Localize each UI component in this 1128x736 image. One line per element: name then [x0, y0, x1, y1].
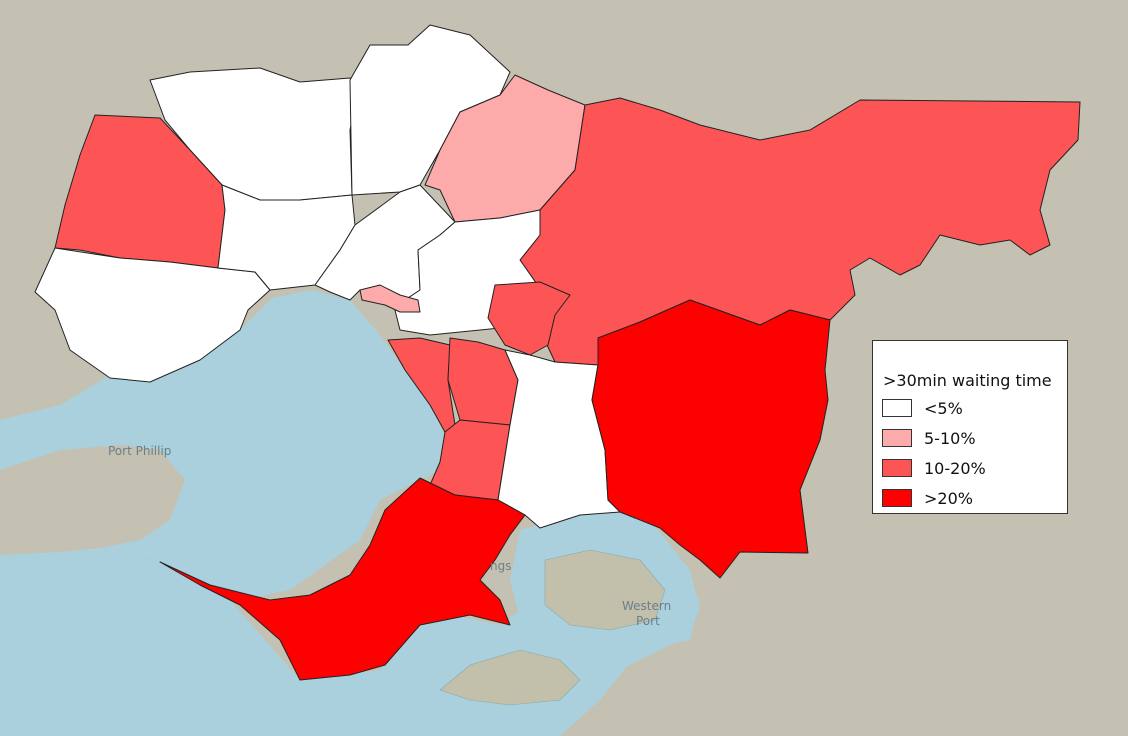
french-island — [544, 549, 666, 631]
legend-swatch-gt20 — [882, 489, 912, 507]
port-phillip-label: Port Phillip — [108, 444, 171, 458]
legend-item-10-20: 10-20% — [882, 458, 986, 478]
legend-label-5-10: 5-10% — [924, 428, 976, 448]
legend-swatch-5-10 — [882, 429, 912, 447]
western-port-label-2: Port — [636, 614, 660, 628]
legend-label-10-20: 10-20% — [924, 458, 986, 478]
western-port-label-1: Western — [622, 599, 671, 613]
legend-item-lt5: <5% — [882, 398, 963, 418]
legend-title: >30min waiting time — [883, 371, 1052, 390]
region-mornington-peninsula — [159, 477, 526, 681]
legend-item-5-10: 5-10% — [882, 428, 976, 448]
region-wyndham — [34, 247, 271, 383]
hastings-label: ngs — [490, 559, 511, 573]
legend-item-gt20: >20% — [882, 488, 973, 508]
region-boroondara-small — [359, 284, 421, 313]
legend-swatch-10-20 — [882, 459, 912, 477]
legend-swatch-lt5 — [882, 399, 912, 417]
legend-label-lt5: <5% — [924, 398, 963, 418]
phillip-island — [439, 649, 581, 706]
legend-label-gt20: >20% — [924, 488, 973, 508]
bellarine-peninsula — [0, 445, 185, 555]
region-maroondah — [487, 281, 571, 356]
region-cardinia — [591, 299, 831, 579]
legend: >30min waiting time <5% 5-10% 10-20% >20… — [872, 340, 1068, 514]
